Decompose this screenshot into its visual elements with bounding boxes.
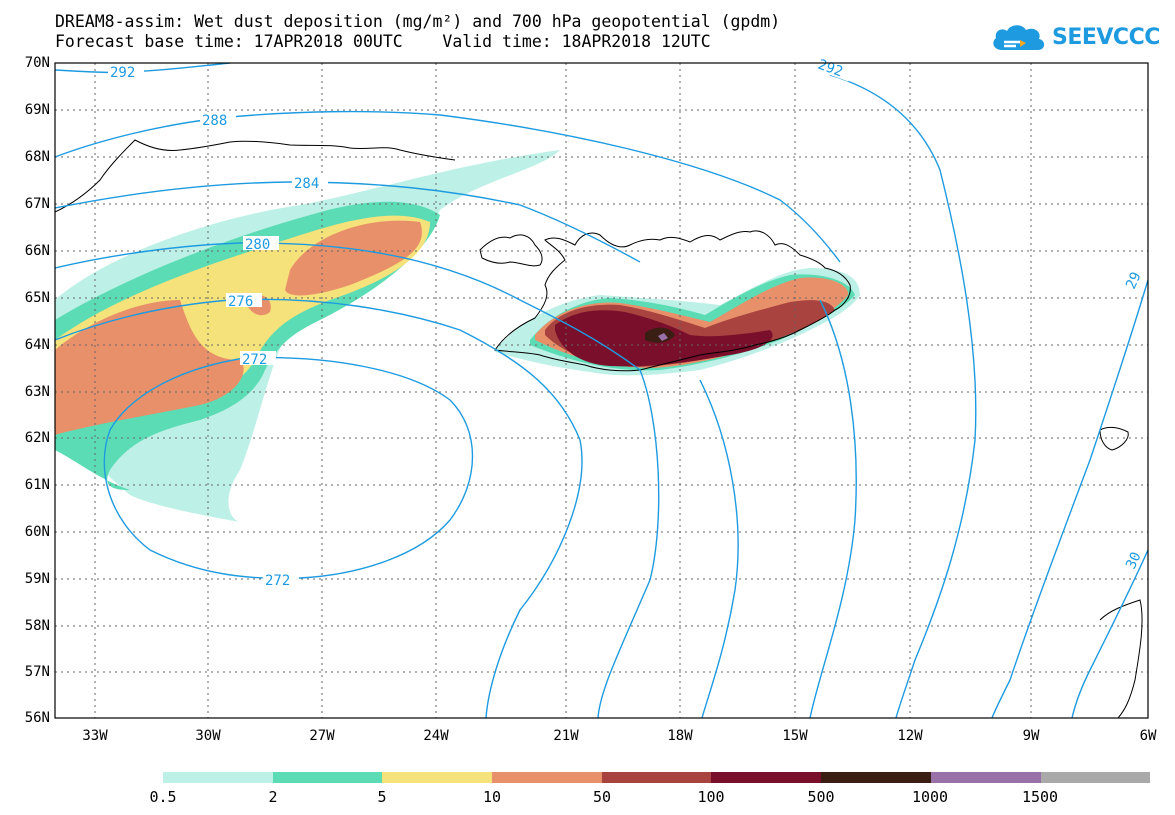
faroe-islands <box>1099 426 1129 451</box>
legend-swatch <box>930 772 1041 783</box>
greenland-coast <box>55 139 456 213</box>
contour-e4 <box>991 279 1148 718</box>
graticule <box>55 63 1148 718</box>
map-frame <box>54 62 1149 719</box>
lat-label: 59N <box>24 571 50 587</box>
contour-e1 <box>699 379 739 718</box>
contour-label-29: 29 <box>1123 270 1145 292</box>
dust-level-10b <box>285 220 422 296</box>
lat-label: 63N <box>24 384 50 400</box>
dust-field <box>55 150 860 522</box>
legend-swatch <box>492 772 602 783</box>
contour-280 <box>55 242 660 718</box>
contour-288 <box>55 110 841 263</box>
lat-label: 61N <box>24 477 50 493</box>
logo-text: SEEVCCC <box>1052 24 1160 50</box>
contour-label-276: 276 <box>228 294 253 310</box>
legend-swatch <box>601 772 712 783</box>
westfjords-coast <box>479 234 543 267</box>
lon-label: 24W <box>423 728 449 744</box>
lon-label: 15W <box>782 728 808 744</box>
contour-label-272a: 272 <box>242 352 267 368</box>
contour-292-east <box>829 74 977 718</box>
map-title: DREAM8-assim: Wet dust deposition (mg/m²… <box>55 12 781 31</box>
contour-276 <box>55 298 583 718</box>
lon-label: 6W <box>1139 728 1157 744</box>
legend-swatch <box>382 772 493 783</box>
map-subtitle: Forecast base time: 17APR2018 00UTC Vali… <box>55 32 711 51</box>
lon-label: 21W <box>553 728 579 744</box>
contour-label-284: 284 <box>294 176 319 192</box>
lon-label: 12W <box>897 728 923 744</box>
legend-swatch <box>1040 772 1151 783</box>
lat-label: 69N <box>24 102 50 118</box>
legend-label: 1000 <box>911 788 949 806</box>
lat-label: 70N <box>24 55 50 71</box>
contour-label-280: 280 <box>245 237 270 253</box>
lat-label: 64N <box>24 337 50 353</box>
lon-label: 9W <box>1022 728 1040 744</box>
lat-label: 67N <box>24 196 50 212</box>
lat-label: 58N <box>24 618 50 634</box>
contour-e5 <box>1071 549 1148 718</box>
lon-label: 30W <box>195 728 221 744</box>
legend-label: 2 <box>268 788 278 806</box>
contour-label-288: 288 <box>202 113 227 129</box>
contour-label-30: 30 <box>1123 550 1145 572</box>
legend-label: 50 <box>592 788 612 806</box>
lat-label: 62N <box>24 430 50 446</box>
dust-level-0.5 <box>55 150 560 522</box>
legend-swatch <box>821 772 931 783</box>
seevccc-logo: SEEVCCC <box>990 20 1160 54</box>
contour-284 <box>55 181 641 263</box>
contour-label-272b: 272 <box>265 573 290 589</box>
lat-label: 66N <box>24 243 50 259</box>
legend-label: 10 <box>482 788 502 806</box>
lat-label: 65N <box>24 290 50 306</box>
lat-label: 68N <box>24 149 50 165</box>
lon-label: 27W <box>309 728 335 744</box>
legend-swatch <box>711 772 822 783</box>
legend-label: 0.5 <box>149 788 177 806</box>
lon-label: 18W <box>667 728 693 744</box>
contour-272 <box>103 356 474 580</box>
legend-label: 100 <box>697 788 725 806</box>
lat-label: 57N <box>24 664 50 680</box>
color-legend <box>163 772 1151 783</box>
iceland-coast <box>494 230 851 372</box>
coastlines <box>55 139 1143 718</box>
dust-level-10a <box>55 300 244 435</box>
lat-label: 60N <box>24 524 50 540</box>
contour-label-292-east: 292 <box>816 57 845 81</box>
legend-label: 5 <box>377 788 387 806</box>
legend-label: 1500 <box>1021 788 1059 806</box>
contour-label-292: 292 <box>110 65 135 81</box>
dust-iceland-1000 <box>658 333 668 341</box>
cloud-icon <box>993 25 1045 50</box>
legend-swatch <box>163 772 273 783</box>
lat-label: 56N <box>24 710 50 726</box>
legend-swatch <box>272 772 383 783</box>
legend-label: 500 <box>807 788 835 806</box>
contour-e2 <box>809 299 857 718</box>
geopotential-contours <box>55 63 1148 718</box>
lon-label: 33W <box>82 728 108 744</box>
scotland-coast <box>1099 599 1143 718</box>
